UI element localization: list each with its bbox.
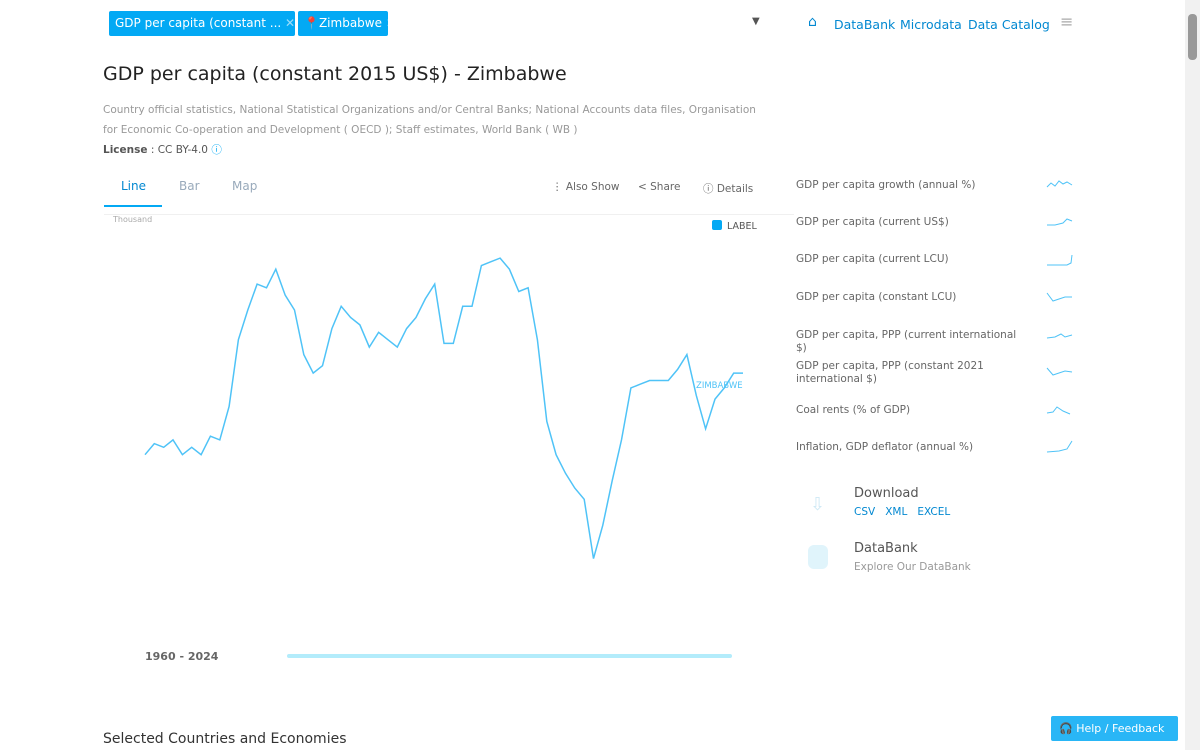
related-indicator[interactable]: GDP per capita (current US$) [796, 216, 949, 228]
related-indicator[interactable]: GDP per capita (constant LCU) [796, 291, 957, 303]
y-unit: Thousand [112, 215, 152, 224]
scroll-thumb[interactable] [1188, 14, 1197, 60]
license-label: License [103, 144, 148, 156]
home-icon[interactable]: ⌂ [808, 14, 817, 30]
divider [104, 214, 794, 215]
tab[interactable]: Map [232, 179, 258, 193]
sparkline [1046, 180, 1073, 188]
sparkline [1046, 292, 1072, 302]
country-chip[interactable]: 📍Zimbabwe ✕ [298, 11, 396, 36]
label-checkbox[interactable] [712, 220, 722, 230]
databank-title[interactable]: DataBank [854, 541, 918, 556]
page-title: GDP per capita (constant 2015 US$) - Zim… [103, 63, 567, 85]
help-button[interactable]: 🎧 Help / Feedback [1051, 716, 1178, 741]
download-link[interactable]: XML [885, 506, 908, 518]
sparkline [1047, 218, 1073, 226]
label-toggle[interactable]: LABEL [727, 221, 758, 232]
tool[interactable]: ⋮ Also Show [552, 181, 620, 193]
download-links: CSV XML EXCEL [854, 506, 950, 518]
related-indicator[interactable]: GDP per capita, PPP (constant 2021 inter… [796, 360, 984, 385]
dropdown-arrow[interactable]: ▼ [752, 16, 760, 27]
chip-text: Zimbabwe [318, 16, 382, 30]
sparkline [1046, 333, 1073, 339]
sparklines [1046, 180, 1073, 453]
nav-link[interactable]: Data Catalog [968, 17, 1050, 32]
download-link[interactable]: CSV [854, 506, 876, 518]
sparkline [1047, 254, 1073, 266]
sparkline [1046, 367, 1073, 376]
related-indicator[interactable]: Coal rents (% of GDP) [796, 404, 911, 416]
tab-underline [104, 205, 162, 207]
license: License : CC BY-4.0 ⓘ [103, 144, 222, 156]
series-label: ZIMBABWE [696, 381, 743, 391]
tab[interactable]: Bar [179, 179, 200, 193]
scrollbar[interactable] [1185, 0, 1200, 750]
related-indicator[interactable]: Inflation, GDP deflator (annual %) [796, 441, 974, 453]
tool[interactable]: < Share [638, 181, 681, 193]
related-indicator[interactable]: GDP per capita, PPP (current internation… [796, 329, 1017, 354]
nav-link[interactable]: Microdata [900, 17, 962, 32]
related-indicator[interactable]: GDP per capita (current LCU) [796, 253, 949, 265]
chart: Thousand LABEL 1960 - 2024 ZIMBABWE [112, 215, 758, 663]
section-title: Selected Countries and Economies [103, 731, 347, 747]
help-text: Help / Feedback [1076, 722, 1165, 735]
download-icon: ⇩ [810, 494, 826, 515]
databank-icon [808, 545, 828, 569]
download-title: Download [854, 486, 919, 501]
databank-subtitle: Explore Our DataBank [854, 561, 971, 573]
tool-text: Also Show [565, 181, 620, 193]
tool-text: Share [650, 181, 681, 193]
indicator-chip[interactable]: GDP per capita (constant ... ✕ [109, 11, 295, 36]
menu-icon[interactable]: ≡ [1060, 12, 1074, 31]
license-value: : CC BY-4.0 [147, 144, 208, 156]
related-indicator[interactable]: GDP per capita growth (annual %) [796, 179, 976, 191]
download-link[interactable]: EXCEL [917, 506, 951, 518]
tool-text: Details [716, 183, 754, 195]
tool[interactable]: ⓘ Details [703, 183, 754, 195]
source-text: Country official statistics, National St… [103, 104, 756, 136]
tab[interactable]: Line [121, 179, 147, 193]
chip-text: GDP per capita (constant ... [115, 16, 282, 30]
range-label: 1960 - 2024 [145, 650, 219, 663]
sparkline [1046, 440, 1073, 453]
sparkline [1046, 406, 1071, 415]
nav-link[interactable]: DataBank [834, 17, 896, 32]
range-slider[interactable] [287, 654, 732, 658]
line [144, 257, 743, 559]
